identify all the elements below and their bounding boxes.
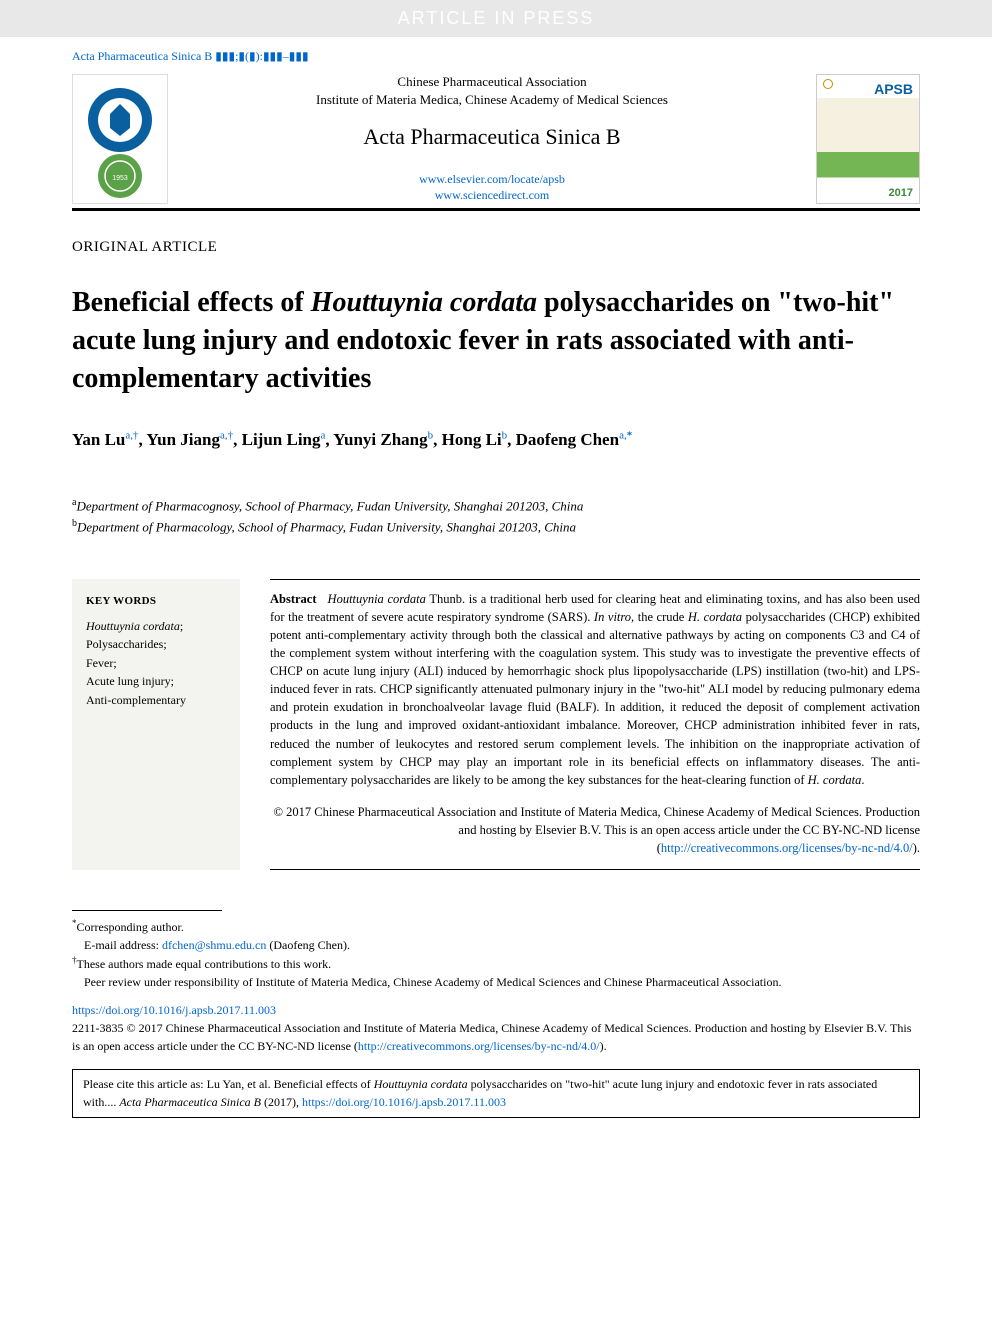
article-in-press-banner: ARTICLE IN PRESS (0, 0, 992, 37)
author: Lijun Linga (242, 430, 326, 449)
abstract-invitro: In vitro, (594, 610, 634, 624)
author-list: Yan Lua,†, Yun Jianga,†, Lijun Linga, Yu… (72, 427, 920, 453)
abstract-column: Abstract Houttuynia cordata Thunb. is a … (270, 579, 920, 871)
email-link[interactable]: dfchen@shmu.edu.cn (162, 938, 266, 952)
open-access-icon (823, 79, 833, 89)
footnotes-rule (72, 910, 222, 911)
keyword-item: Fever; (86, 654, 226, 673)
title-species: Houttuynia cordata (311, 287, 537, 318)
footnotes: *Corresponding author. E-mail address: d… (72, 917, 920, 991)
author: Daofeng Chena,* (516, 430, 633, 449)
issn-copyright: 2211-3835 © 2017 Chinese Pharmaceutical … (72, 1019, 920, 1055)
abstract-p2: the crude (634, 610, 688, 624)
author: Hong Lib (442, 430, 508, 449)
author: Yun Jianga,† (146, 430, 233, 449)
abstract-rule-bottom (270, 869, 920, 870)
equal-text: These authors made equal contributions t… (77, 957, 332, 971)
email-name: (Daofeng Chen). (266, 938, 350, 952)
article-type-label: ORIGINAL ARTICLE (72, 239, 920, 256)
svg-text:1953: 1953 (112, 175, 128, 182)
license-link[interactable]: http://creativecommons.org/licenses/by-n… (661, 841, 913, 855)
cite-journal: Acta Pharmaceutica Sinica B (119, 1095, 261, 1109)
abstract-lead: Abstract (270, 592, 317, 606)
email-label: E-mail address: (84, 938, 162, 952)
author: Yunyi Zhangb (333, 430, 433, 449)
citation-box: Please cite this article as: Lu Yan, et … (72, 1069, 920, 1118)
license-link-2[interactable]: http://creativecommons.org/licenses/by-n… (358, 1039, 600, 1053)
peer-review-note: Peer review under responsibility of Inst… (72, 973, 920, 991)
cover-brand: APSB (874, 81, 913, 97)
abstract-end: . (861, 773, 864, 787)
keywords-header: KEY WORDS (86, 595, 226, 607)
title-prefix: Beneficial effects of (72, 287, 311, 318)
journal-url-1[interactable]: www.elsevier.com/locate/apsb (182, 172, 802, 188)
journal-title: Acta Pharmaceutica Sinica B (182, 124, 802, 150)
abstract-text: Abstract Houttuynia cordata Thunb. is a … (270, 590, 920, 789)
abstract-species-3: H. cordata (808, 773, 862, 787)
article-title: Beneficial effects of Houttuynia cordata… (72, 284, 920, 397)
abstract-species-2: H. cordata (688, 610, 742, 624)
keywords-box: KEY WORDS Houttuynia cordata;Polysacchar… (72, 579, 240, 871)
journal-cover-thumbnail: APSB 2017 (816, 74, 920, 204)
email-line: E-mail address: dfchen@shmu.edu.cn (Daof… (72, 936, 920, 954)
keyword-item: Acute lung injury; (86, 672, 226, 691)
cite-prefix: Please cite this article as: Lu Yan, et … (83, 1077, 374, 1091)
journal-header: 1953 Chinese Pharmaceutical Association … (72, 74, 920, 211)
cover-year: 2017 (889, 187, 913, 199)
copyright-notice: © 2017 Chinese Pharmaceutical Associatio… (270, 803, 920, 857)
doi-block: https://doi.org/10.1016/j.apsb.2017.11.0… (72, 1001, 920, 1055)
association-name: Chinese Pharmaceutical Association (182, 74, 802, 90)
abstract-species-1: Houttuynia cordata (328, 592, 426, 606)
keyword-item: Polysaccharides; (86, 635, 226, 654)
header-center: Chinese Pharmaceutical Association Insti… (182, 74, 802, 204)
cite-doi-link[interactable]: https://doi.org/10.1016/j.apsb.2017.11.0… (302, 1095, 506, 1109)
affiliation: aDepartment of Pharmacognosy, School of … (72, 495, 920, 516)
cite-year: (2017), (261, 1095, 302, 1109)
abstract-p3: polysaccharides (CHCP) exhibited potent … (270, 610, 920, 787)
institute-name: Institute of Materia Medica, Chinese Aca… (182, 92, 802, 108)
abstract-section: KEY WORDS Houttuynia cordata;Polysacchar… (72, 579, 920, 871)
equal-contribution-note: †These authors made equal contributions … (72, 954, 920, 973)
citation-line: Acta Pharmaceutica Sinica B ▮▮▮;▮(▮):▮▮▮… (72, 49, 920, 64)
keywords-list: Houttuynia cordata;Polysaccharides;Fever… (86, 617, 226, 710)
affiliation: bDepartment of Pharmacology, School of P… (72, 516, 920, 537)
affiliation-list: aDepartment of Pharmacognosy, School of … (72, 495, 920, 537)
keyword-item: Houttuynia cordata; (86, 617, 226, 636)
journal-logo: 1953 (72, 74, 168, 204)
author: Yan Lua,† (72, 430, 139, 449)
cpa-seal-icon: 1953 (74, 76, 166, 202)
corresponding-author-note: *Corresponding author. (72, 917, 920, 936)
abstract-rule-top (270, 579, 920, 580)
issn-close: ). (600, 1039, 607, 1053)
keyword-item: Anti-complementary (86, 691, 226, 710)
cite-species: Houttuynia cordata (374, 1077, 468, 1091)
journal-url-2[interactable]: www.sciencedirect.com (182, 188, 802, 204)
doi-link[interactable]: https://doi.org/10.1016/j.apsb.2017.11.0… (72, 1003, 276, 1017)
corr-label: Corresponding author. (77, 920, 184, 934)
copyright-close: ). (913, 841, 920, 855)
